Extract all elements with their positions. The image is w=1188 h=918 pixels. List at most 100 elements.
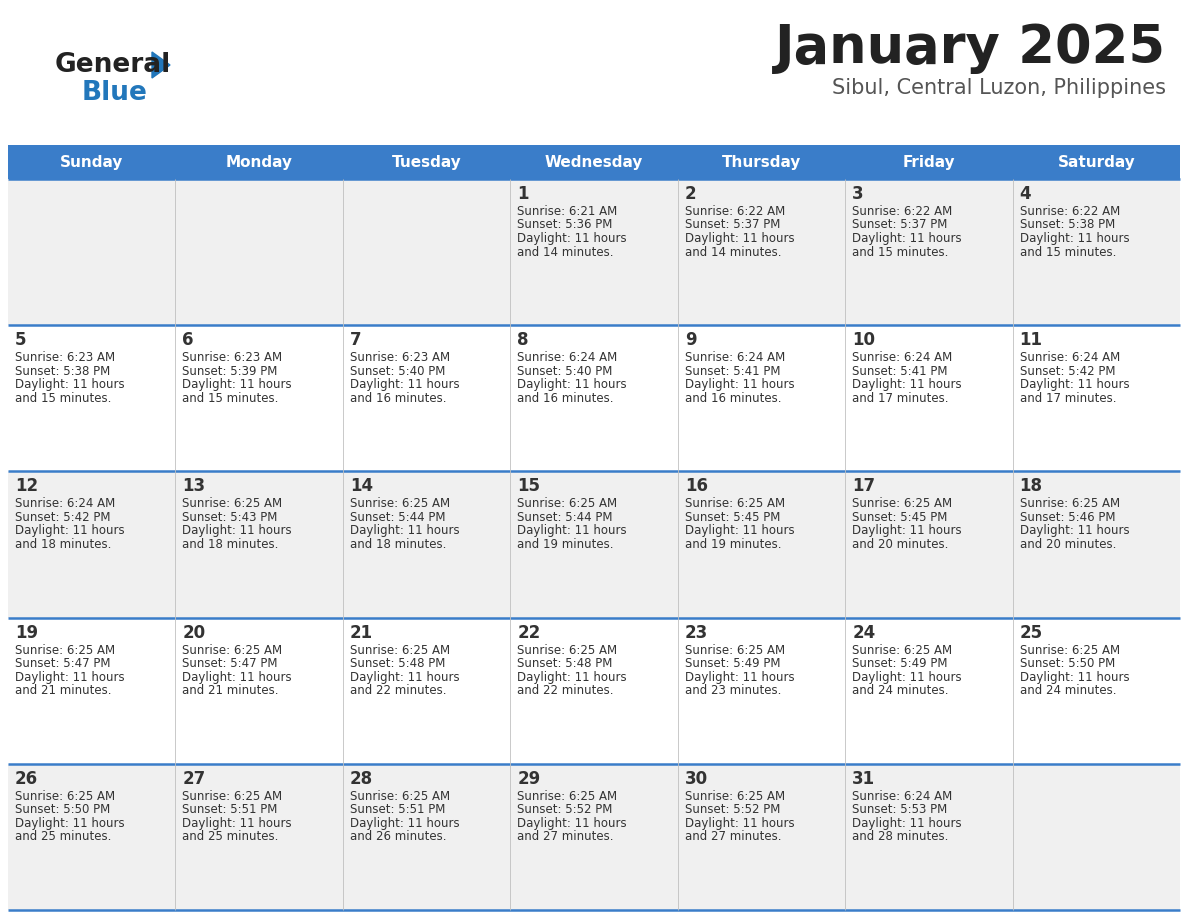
Text: and 16 minutes.: and 16 minutes.: [349, 392, 447, 405]
Text: Daylight: 11 hours: Daylight: 11 hours: [684, 817, 795, 830]
Text: and 20 minutes.: and 20 minutes.: [1019, 538, 1116, 551]
Text: January 2025: January 2025: [775, 22, 1165, 74]
Text: 31: 31: [852, 770, 876, 788]
Bar: [511, 145, 677, 179]
Text: Sunrise: 6:24 AM: Sunrise: 6:24 AM: [852, 789, 953, 803]
Text: 1: 1: [517, 185, 529, 203]
Bar: [343, 145, 511, 179]
Text: 28: 28: [349, 770, 373, 788]
Bar: [176, 145, 343, 179]
Text: Daylight: 11 hours: Daylight: 11 hours: [684, 671, 795, 684]
Text: Sunset: 5:46 PM: Sunset: 5:46 PM: [1019, 511, 1116, 524]
Text: Sunrise: 6:25 AM: Sunrise: 6:25 AM: [15, 789, 115, 803]
Text: Sunset: 5:51 PM: Sunset: 5:51 PM: [183, 803, 278, 816]
Text: 21: 21: [349, 623, 373, 642]
Bar: [8, 472, 1180, 618]
Text: Daylight: 11 hours: Daylight: 11 hours: [1019, 671, 1130, 684]
Text: Sunrise: 6:25 AM: Sunrise: 6:25 AM: [183, 789, 283, 803]
Text: 2: 2: [684, 185, 696, 203]
Text: Sibul, Central Luzon, Philippines: Sibul, Central Luzon, Philippines: [832, 78, 1165, 98]
Text: Sunset: 5:53 PM: Sunset: 5:53 PM: [852, 803, 947, 816]
Text: Sunset: 5:44 PM: Sunset: 5:44 PM: [517, 511, 613, 524]
Text: Daylight: 11 hours: Daylight: 11 hours: [517, 817, 627, 830]
Text: Daylight: 11 hours: Daylight: 11 hours: [684, 378, 795, 391]
Text: 22: 22: [517, 623, 541, 642]
Text: Sunrise: 6:25 AM: Sunrise: 6:25 AM: [517, 498, 618, 510]
Text: 5: 5: [15, 331, 26, 349]
Text: 18: 18: [1019, 477, 1043, 496]
Text: Daylight: 11 hours: Daylight: 11 hours: [15, 378, 125, 391]
Text: and 26 minutes.: and 26 minutes.: [349, 830, 447, 844]
Text: Sunrise: 6:25 AM: Sunrise: 6:25 AM: [1019, 644, 1120, 656]
Text: Sunset: 5:41 PM: Sunset: 5:41 PM: [852, 364, 948, 377]
Text: Daylight: 11 hours: Daylight: 11 hours: [517, 378, 627, 391]
Text: Daylight: 11 hours: Daylight: 11 hours: [15, 671, 125, 684]
Text: Tuesday: Tuesday: [392, 154, 461, 170]
Text: 3: 3: [852, 185, 864, 203]
Bar: [8, 325, 1180, 472]
Text: Sunrise: 6:23 AM: Sunrise: 6:23 AM: [183, 352, 283, 364]
Text: and 21 minutes.: and 21 minutes.: [15, 684, 112, 697]
Text: Sunrise: 6:24 AM: Sunrise: 6:24 AM: [517, 352, 618, 364]
Bar: [845, 145, 1012, 179]
Text: and 22 minutes.: and 22 minutes.: [517, 684, 614, 697]
Text: Sunset: 5:45 PM: Sunset: 5:45 PM: [852, 511, 948, 524]
Text: 12: 12: [15, 477, 38, 496]
Text: Sunset: 5:48 PM: Sunset: 5:48 PM: [517, 657, 613, 670]
Text: Sunrise: 6:25 AM: Sunrise: 6:25 AM: [349, 789, 450, 803]
Text: Sunrise: 6:25 AM: Sunrise: 6:25 AM: [183, 498, 283, 510]
Text: Sunrise: 6:22 AM: Sunrise: 6:22 AM: [1019, 205, 1120, 218]
Text: Sunset: 5:50 PM: Sunset: 5:50 PM: [15, 803, 110, 816]
Text: Sunrise: 6:24 AM: Sunrise: 6:24 AM: [684, 352, 785, 364]
Text: 17: 17: [852, 477, 876, 496]
Text: Sunset: 5:44 PM: Sunset: 5:44 PM: [349, 511, 446, 524]
Text: Sunrise: 6:25 AM: Sunrise: 6:25 AM: [684, 498, 785, 510]
Text: Blue: Blue: [82, 80, 147, 106]
Text: and 20 minutes.: and 20 minutes.: [852, 538, 948, 551]
Text: 9: 9: [684, 331, 696, 349]
Text: Sunset: 5:49 PM: Sunset: 5:49 PM: [684, 657, 781, 670]
Text: 10: 10: [852, 331, 876, 349]
Bar: [8, 179, 1180, 325]
Text: Sunrise: 6:25 AM: Sunrise: 6:25 AM: [852, 498, 953, 510]
Text: Daylight: 11 hours: Daylight: 11 hours: [15, 817, 125, 830]
Text: 26: 26: [15, 770, 38, 788]
Text: Sunday: Sunday: [61, 154, 124, 170]
Text: Daylight: 11 hours: Daylight: 11 hours: [852, 671, 962, 684]
Text: Wednesday: Wednesday: [545, 154, 643, 170]
Text: Sunset: 5:41 PM: Sunset: 5:41 PM: [684, 364, 781, 377]
Text: Sunrise: 6:25 AM: Sunrise: 6:25 AM: [852, 644, 953, 656]
Text: Sunset: 5:37 PM: Sunset: 5:37 PM: [852, 218, 948, 231]
Text: and 19 minutes.: and 19 minutes.: [517, 538, 614, 551]
Bar: [1012, 145, 1180, 179]
Text: Daylight: 11 hours: Daylight: 11 hours: [852, 817, 962, 830]
Text: and 15 minutes.: and 15 minutes.: [852, 245, 948, 259]
Text: and 28 minutes.: and 28 minutes.: [852, 830, 948, 844]
Text: Sunrise: 6:25 AM: Sunrise: 6:25 AM: [349, 644, 450, 656]
Text: Daylight: 11 hours: Daylight: 11 hours: [852, 232, 962, 245]
Text: Saturday: Saturday: [1057, 154, 1136, 170]
Text: Daylight: 11 hours: Daylight: 11 hours: [684, 524, 795, 537]
Text: 19: 19: [15, 623, 38, 642]
Text: General: General: [55, 52, 171, 78]
Text: Daylight: 11 hours: Daylight: 11 hours: [183, 524, 292, 537]
Text: Sunset: 5:36 PM: Sunset: 5:36 PM: [517, 218, 613, 231]
Text: Monday: Monday: [226, 154, 292, 170]
Text: 20: 20: [183, 623, 206, 642]
Text: Daylight: 11 hours: Daylight: 11 hours: [1019, 524, 1130, 537]
Text: Sunrise: 6:25 AM: Sunrise: 6:25 AM: [1019, 498, 1120, 510]
Text: and 22 minutes.: and 22 minutes.: [349, 684, 447, 697]
Text: Sunrise: 6:24 AM: Sunrise: 6:24 AM: [15, 498, 115, 510]
Text: and 24 minutes.: and 24 minutes.: [852, 684, 949, 697]
Text: Sunset: 5:40 PM: Sunset: 5:40 PM: [517, 364, 613, 377]
Text: and 16 minutes.: and 16 minutes.: [517, 392, 614, 405]
Text: and 27 minutes.: and 27 minutes.: [684, 830, 782, 844]
Text: Sunrise: 6:24 AM: Sunrise: 6:24 AM: [1019, 352, 1120, 364]
Text: Sunrise: 6:25 AM: Sunrise: 6:25 AM: [684, 789, 785, 803]
Text: Sunset: 5:47 PM: Sunset: 5:47 PM: [15, 657, 110, 670]
Text: and 17 minutes.: and 17 minutes.: [1019, 392, 1116, 405]
Text: Sunrise: 6:22 AM: Sunrise: 6:22 AM: [684, 205, 785, 218]
Text: Sunset: 5:49 PM: Sunset: 5:49 PM: [852, 657, 948, 670]
Text: Daylight: 11 hours: Daylight: 11 hours: [1019, 378, 1130, 391]
Text: Daylight: 11 hours: Daylight: 11 hours: [15, 524, 125, 537]
